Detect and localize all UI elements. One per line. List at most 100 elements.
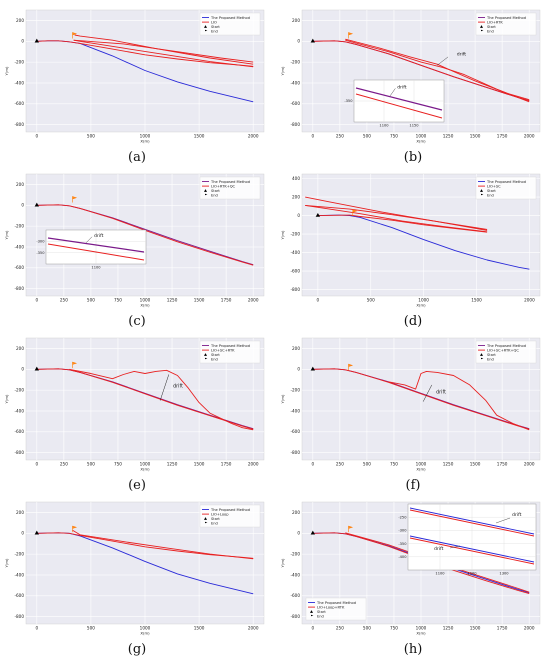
inset-x-tick-label: 1200 (467, 572, 477, 576)
inset-series-line (409, 537, 535, 565)
legend-label: Start (211, 189, 220, 193)
x-tick-label: 0 (311, 134, 314, 139)
legend-label: End (487, 30, 494, 34)
y-axis-label: Y(m) (4, 66, 9, 75)
caption-g: (g) (127, 642, 147, 657)
legend-box (475, 340, 537, 364)
legend-label: LIO+RTK+QC (211, 184, 236, 188)
x-tick-label: 250 (336, 462, 344, 467)
y-tick-label: 200 (292, 510, 300, 515)
legend-label: Start (211, 353, 220, 357)
plot-area (301, 173, 541, 297)
caption-d: (d) (403, 314, 423, 329)
legend-label: The Proposed Method (210, 180, 250, 184)
x-tick-label: 1500 (194, 462, 205, 467)
legend-label: Start (317, 610, 326, 614)
legend-label: LIO+Loop (211, 512, 229, 516)
y-tick-label: -800 (14, 286, 24, 291)
y-tick-label: -200 (14, 552, 24, 557)
x-tick-label: 0 (311, 626, 314, 631)
x-tick-label: 0 (35, 298, 38, 303)
end-marker (72, 361, 78, 369)
x-axis-label: X(m) (140, 631, 150, 636)
inset-x-tick-label: 1300 (499, 572, 509, 576)
x-tick-label: 1500 (470, 462, 481, 467)
inset-series-line (355, 93, 443, 119)
y-axis-label: Y(m) (280, 394, 285, 403)
x-tick-label: 500 (87, 298, 95, 303)
start-marker (34, 202, 40, 207)
y-tick-label: -200 (290, 388, 300, 393)
panel-d: 0 500 1000 1500 2000 400 200 0 -200 -400 -600 -800 X… (278, 168, 548, 330)
legend-end-icon (481, 29, 484, 33)
drift-arrow (422, 384, 433, 402)
legend-end-icon (481, 193, 484, 197)
x-axis-label: X(m) (416, 467, 426, 472)
y-tick-label: -400 (14, 572, 24, 577)
y-tick-label: -600 (14, 593, 24, 598)
x-tick-label: 2000 (524, 626, 535, 631)
y-tick-label: -600 (290, 268, 300, 273)
legend-box (199, 12, 261, 36)
y-tick-label: 200 (16, 18, 24, 23)
y-axis-label: Y(m) (4, 230, 9, 239)
legend-start-icon (204, 189, 207, 192)
y-tick-label: -800 (14, 122, 24, 127)
x-tick-label: 2000 (248, 462, 259, 467)
y-axis-label: Y(m) (4, 558, 9, 567)
drift-label: drift (173, 384, 183, 390)
legend-label: Start (211, 25, 220, 29)
series-line (73, 39, 254, 63)
y-tick-label: -600 (14, 265, 24, 270)
end-marker (72, 196, 78, 203)
x-tick-label: 1250 (167, 462, 178, 467)
legend-label: Start (487, 25, 496, 29)
x-tick-label: 1500 (470, 626, 481, 631)
x-tick-label: 1000 (140, 134, 151, 139)
x-tick-label: 500 (367, 298, 375, 303)
legend-label: End (211, 358, 218, 362)
panel-h: 0 250 500 750 1000 1250 1500 1750 2000 200 0 -200 -4… (278, 496, 548, 658)
x-tick-label: 1750 (497, 626, 508, 631)
legend-start-icon (204, 353, 207, 356)
legend-box (475, 12, 537, 36)
y-tick-label: 200 (292, 195, 300, 200)
y-tick-label: -200 (290, 552, 300, 557)
y-tick-label: 0 (21, 531, 24, 536)
y-tick-label: 200 (292, 346, 300, 351)
start-marker (34, 38, 40, 43)
inset-x-tick-label: 1100 (91, 266, 101, 270)
x-tick-label: 0 (35, 134, 38, 139)
y-tick-label: -200 (14, 224, 24, 229)
series-line (69, 368, 254, 431)
legend-label: LIO (211, 20, 217, 24)
y-tick-label: 200 (16, 346, 24, 351)
x-tick-label: 0 (311, 462, 314, 467)
legend-box (305, 597, 367, 621)
legend-start-icon (480, 25, 483, 28)
x-tick-label: 750 (390, 626, 398, 631)
panel-e: 0 250 500 750 1000 1250 1500 1750 2000 200 0 -200 -4… (2, 332, 272, 494)
y-tick-label: 0 (297, 39, 300, 44)
drift-arrow (437, 56, 449, 66)
start-marker (34, 530, 40, 535)
series-line (312, 532, 530, 595)
legend-label: The Proposed Method (210, 344, 250, 348)
drift-arrow (159, 374, 170, 401)
y-tick-label: -400 (14, 408, 24, 413)
legend-label: LIO+SC+RTK (211, 348, 235, 352)
series-line (388, 370, 530, 431)
x-axis-label: X(m) (416, 303, 426, 308)
y-tick-label: 400 (292, 176, 300, 181)
series-line (36, 40, 254, 67)
legend-start-icon (204, 25, 207, 28)
x-tick-label: 500 (87, 134, 95, 139)
y-tick-label: -400 (290, 408, 300, 413)
y-tick-label: 200 (292, 18, 300, 23)
y-tick-label: 0 (297, 213, 300, 218)
y-axis-label: Y(m) (280, 66, 285, 75)
legend-start-icon (204, 517, 207, 520)
y-tick-label: 0 (297, 531, 300, 536)
legend-label: The Proposed Method (210, 16, 250, 20)
x-tick-label: 500 (87, 626, 95, 631)
